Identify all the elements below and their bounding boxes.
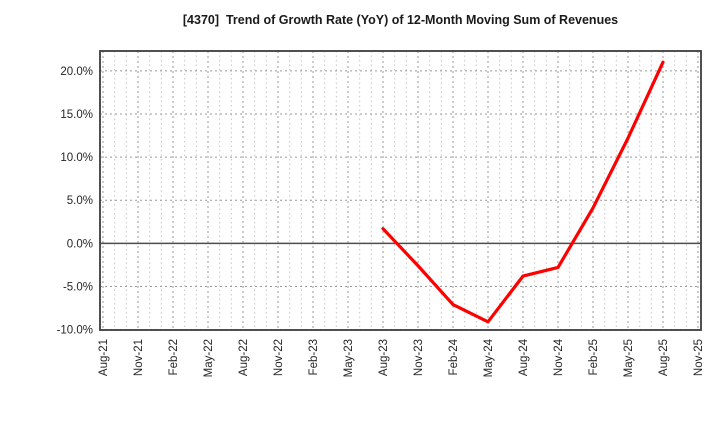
x-tick-label: May-22 bbox=[203, 339, 215, 377]
x-tick-label: Nov-25 bbox=[693, 339, 705, 376]
x-tick-label: Nov-21 bbox=[133, 339, 145, 376]
x-tick-label: Aug-24 bbox=[518, 338, 530, 376]
y-tick-label: -5.0% bbox=[63, 281, 93, 293]
x-tick-label: Nov-23 bbox=[413, 339, 425, 376]
x-tick-label: May-24 bbox=[483, 338, 495, 377]
x-tick-label: Feb-24 bbox=[448, 338, 460, 375]
growth-rate-line bbox=[381, 60, 665, 324]
x-tick-label: Aug-22 bbox=[238, 339, 250, 376]
x-tick-label: Nov-22 bbox=[273, 339, 285, 376]
x-tick-label: Aug-25 bbox=[658, 339, 670, 376]
x-tick-label: Aug-21 bbox=[98, 339, 110, 376]
y-tick-label: 15.0% bbox=[60, 109, 93, 121]
x-tick-label: Feb-22 bbox=[168, 339, 180, 375]
x-tick-label: Feb-23 bbox=[308, 339, 320, 375]
x-tick-label: Feb-25 bbox=[588, 339, 600, 375]
chart-title: [4370] Trend of Growth Rate (YoY) of 12-… bbox=[182, 13, 619, 27]
x-tick-label: Nov-24 bbox=[553, 338, 565, 376]
y-tick-label: -10.0% bbox=[57, 325, 93, 337]
y-tick-label: 10.0% bbox=[60, 152, 93, 164]
y-tick-label: 20.0% bbox=[60, 66, 93, 78]
plot-border bbox=[99, 50, 702, 331]
x-tick-label: May-25 bbox=[623, 339, 635, 377]
x-tick-label: Aug-23 bbox=[378, 339, 390, 376]
x-tick-label: May-23 bbox=[343, 339, 355, 377]
y-tick-label: 5.0% bbox=[67, 195, 93, 207]
y-tick-label: 0.0% bbox=[67, 238, 93, 250]
